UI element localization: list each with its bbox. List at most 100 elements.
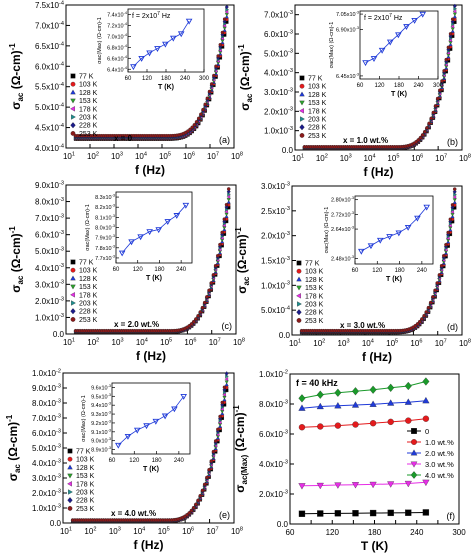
inset-x-tick-label: 180 — [395, 268, 406, 274]
data-point — [216, 253, 220, 258]
inset-y-tick-label: 8.0x10-3 — [95, 224, 115, 231]
series-point — [298, 404, 306, 411]
y-tick-label: 3.0x10-3 — [264, 87, 293, 97]
x-tick-label: 107 — [435, 153, 447, 163]
y-tick-label: 6.0x10-3 — [264, 29, 293, 39]
inset-point — [180, 394, 187, 400]
y-tick-label: 5.0x10-3 — [35, 247, 64, 257]
y-tick-label: 4.0x10-3 — [32, 458, 61, 468]
data-point — [224, 209, 228, 214]
x-tick-label: 105 — [387, 153, 399, 163]
data-point — [205, 475, 209, 480]
legend-marker — [299, 133, 305, 138]
inset-frame — [115, 191, 193, 264]
data-point — [218, 414, 222, 419]
series-point — [404, 381, 412, 391]
inset-point — [367, 243, 375, 250]
series-point — [334, 402, 342, 409]
inset-point — [414, 215, 421, 222]
data-point — [435, 281, 439, 285]
inset-x-tick-label: 300 — [199, 76, 210, 82]
y-tick-label: 8.0x10-3 — [259, 399, 288, 409]
legend-label: 178 K — [305, 293, 324, 300]
inset-y-tick-label: 2.72x10-3 — [331, 211, 354, 218]
x-axis-label: f (Hz) — [135, 163, 165, 177]
data-point — [452, 14, 457, 19]
data-point — [224, 9, 229, 14]
legend-label: 253 K — [79, 131, 98, 138]
data-point — [203, 102, 207, 107]
inset-e: 60 120 180 240 8.9x10-3 9.0x10-3 9.1x10-3 9.2x1… — [81, 382, 191, 473]
data-point — [209, 459, 214, 463]
data-point — [452, 9, 457, 14]
inset-point — [146, 229, 153, 236]
data-point — [192, 123, 197, 127]
inset-point — [155, 227, 163, 234]
legend-marker — [70, 81, 76, 87]
inset-y-tick-label: 9.2x10-3 — [91, 419, 111, 426]
data-point — [450, 17, 455, 21]
series-point — [422, 509, 430, 516]
series-point — [298, 483, 306, 490]
data-point — [450, 19, 455, 24]
legend-marker — [299, 83, 305, 89]
series-point — [298, 424, 306, 431]
inset-x-tick-label: 240 — [174, 458, 185, 464]
x-tick-label: 104 — [133, 526, 145, 536]
inset-point — [118, 250, 126, 257]
data-point — [446, 230, 450, 235]
inset-point — [138, 56, 145, 62]
legend-marker — [296, 309, 302, 316]
data-point — [199, 112, 203, 117]
y-axis-label: σac (Ω-cm)-1 — [237, 44, 254, 111]
y-tick-label: 2.5x10-3 — [261, 206, 290, 216]
data-point — [450, 24, 455, 29]
data-point — [224, 380, 229, 385]
inset-y-tick-label: 9.3x10-3 — [91, 411, 111, 418]
y-axis-label: σac (Ω-cm)-1 — [8, 226, 25, 293]
inset-point — [182, 202, 190, 209]
data-point — [194, 120, 199, 124]
inset-point — [152, 418, 160, 425]
series-line — [301, 481, 426, 487]
x-tick-label: 104 — [362, 338, 374, 348]
data-point — [425, 126, 429, 130]
inset-x-tick-label: 180 — [154, 267, 165, 273]
inset-point — [154, 46, 161, 53]
data-point — [452, 12, 457, 17]
inset-point — [133, 427, 141, 434]
series-point — [369, 481, 377, 489]
data-point — [185, 513, 189, 517]
data-point — [448, 32, 453, 36]
legend-label: 0 — [425, 427, 429, 436]
series-line — [301, 400, 426, 409]
data-point — [423, 129, 427, 134]
legend-label: 77 K — [308, 76, 323, 83]
inset-point — [124, 433, 132, 440]
y-axis-label: σac(Max) (Ω-cm)-1 — [232, 405, 249, 493]
inset-x-axis-label: T (K) — [391, 91, 407, 98]
legend-marker — [70, 292, 75, 298]
data-point — [439, 264, 444, 268]
panel-d: 101 102 103 104 105 106 107 108 0.0 5.0x10-4 1.0x1… — [234, 181, 471, 364]
data-point — [224, 377, 229, 382]
x-tick-label: 102 — [313, 338, 325, 348]
y-tick-label: 5.0x10-4 — [261, 306, 290, 316]
inset-annotation: f = 2x107 Hz — [132, 11, 171, 20]
legend-marker — [70, 106, 75, 112]
inset-x-tick-label: 180 — [161, 76, 172, 82]
x-tick-label: 60 — [286, 528, 295, 537]
panel-label: (f) — [447, 511, 456, 521]
legend-label: 4.0 wt.% — [425, 471, 454, 480]
series-point — [387, 509, 394, 517]
legend-marker — [299, 91, 305, 97]
inset-x-tick-label: 240 — [176, 267, 187, 273]
legend-marker — [299, 75, 305, 81]
inset-frame — [359, 10, 439, 80]
data-point — [418, 135, 423, 140]
inset-y-tick-label: 7.4x10-4 — [107, 11, 128, 18]
x-tick-label: 108 — [459, 338, 471, 348]
inset-point — [362, 60, 369, 67]
data-point — [226, 194, 231, 199]
series-point — [317, 510, 324, 517]
